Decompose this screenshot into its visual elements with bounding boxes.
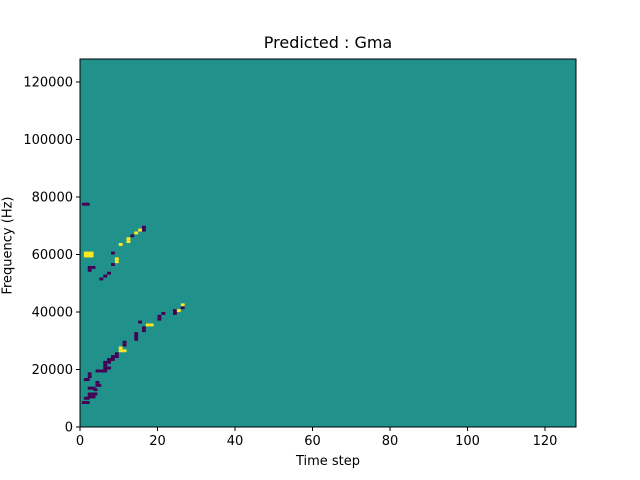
heatmap-cell [95, 369, 100, 373]
heatmap-cell [130, 234, 135, 238]
heatmap-cell [85, 378, 90, 381]
heatmap-cell [173, 309, 177, 312]
heatmap-cell [161, 312, 166, 315]
x-axis-ticks: 0 20 40 60 80 100 120 [76, 427, 558, 449]
heatmap-cell [85, 202, 90, 206]
chart-title: Predicted : Gma [263, 33, 393, 52]
heatmap-cell [87, 392, 92, 396]
heatmap-cell [118, 243, 123, 246]
heatmap-cell [95, 381, 100, 384]
heatmap-cell [118, 346, 123, 350]
y-tick-label: 80000 [32, 191, 73, 206]
x-tick-label: 0 [76, 434, 84, 449]
heatmap-cell [157, 314, 162, 318]
heatmap-background [80, 59, 576, 427]
heatmap-cell [122, 343, 127, 347]
y-tick-label: 0 [65, 421, 73, 436]
heatmap-cell [107, 271, 111, 275]
heatmap-cell [103, 274, 108, 278]
x-tick-label: 40 [227, 434, 244, 449]
heatmap-cell [173, 312, 177, 315]
heatmap-cell [134, 337, 139, 341]
heatmap-cell [114, 355, 119, 358]
heatmap-cell [111, 355, 115, 358]
heatmap-cell [111, 251, 115, 255]
y-axis-label: Frequency (Hz) [0, 196, 16, 295]
heatmap-cell [103, 360, 108, 364]
heatmap-cell [134, 332, 139, 335]
heatmap-cell [103, 363, 108, 367]
heatmap-cell [107, 358, 111, 361]
heatmap-cell [85, 401, 90, 404]
heatmap-cell [142, 225, 146, 229]
heatmap-cell [107, 360, 111, 364]
heatmap-cell [142, 228, 146, 232]
plot-frame [79, 58, 577, 428]
heatmap-cell [114, 352, 119, 356]
y-tick-label: 60000 [32, 248, 73, 263]
heatmap-cell [114, 260, 119, 264]
heatmap-cell [111, 358, 115, 361]
heatmap-cell [149, 323, 154, 327]
heatmap-cell [87, 268, 92, 272]
heatmap-cell [118, 349, 123, 353]
x-axis-label: Time step [295, 454, 361, 469]
y-axis-ticks: 0 20000 40000 60000 80000 100000 120000 [23, 76, 80, 436]
heatmap-cell [91, 266, 96, 269]
y-tick-label: 120000 [23, 76, 73, 91]
heatmap-cell [111, 263, 115, 266]
heatmap-cell [176, 309, 181, 312]
heatmap-cell [97, 383, 102, 387]
x-tick-label: 120 [533, 434, 558, 449]
heatmap-cell [122, 349, 127, 353]
heatmap-cell [89, 251, 94, 255]
heatmap-cell [89, 254, 94, 258]
heatmap-cells [80, 59, 576, 427]
heatmap-cell [87, 266, 92, 269]
heatmap-cell [103, 369, 108, 373]
heatmap-cell [126, 240, 131, 243]
x-tick-label: 80 [382, 434, 399, 449]
heatmap-cell [134, 231, 139, 235]
heatmap-cell [180, 306, 185, 310]
x-tick-label: 60 [304, 434, 321, 449]
y-tick-label: 20000 [32, 363, 73, 378]
heatmap-cell [87, 375, 92, 379]
heatmap-cell [114, 257, 119, 261]
heatmap-cell [142, 326, 146, 330]
y-tick-label: 100000 [23, 133, 73, 148]
heatmap-cell [99, 277, 104, 281]
heatmap-cell [91, 395, 96, 399]
heatmap-cell [180, 303, 185, 307]
heatmap-cell [134, 335, 139, 338]
heatmap-cell [126, 237, 131, 241]
heatmap-cell [107, 366, 111, 370]
heatmap-cell [157, 317, 162, 321]
heatmap-cell [138, 320, 142, 324]
heatmap-cell [138, 228, 142, 232]
heatmap-cell [142, 329, 146, 333]
y-tick-label: 40000 [32, 306, 73, 321]
x-tick-label: 20 [149, 434, 166, 449]
heatmap-cell [87, 372, 92, 376]
heatmap-cell [93, 388, 98, 392]
heatmap-cell [145, 323, 150, 327]
heatmap-cell [122, 340, 127, 344]
x-tick-label: 100 [455, 434, 480, 449]
heatmap-cell [93, 392, 98, 396]
